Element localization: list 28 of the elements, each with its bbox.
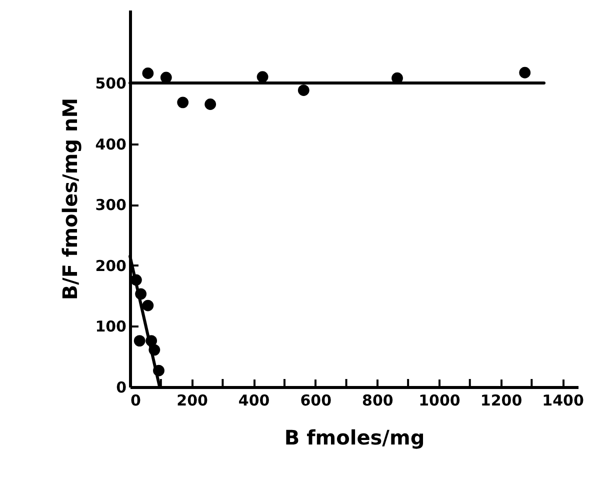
point [177, 96, 189, 108]
x-tick-label: 600 [300, 392, 332, 410]
point [153, 364, 164, 376]
point [519, 66, 531, 78]
y-tick-label: 200 [95, 256, 126, 275]
point [146, 335, 158, 346]
y-tick-label: 100 [95, 318, 126, 336]
x-tick-label: 800 [362, 392, 394, 410]
point [134, 335, 146, 346]
x-tick-label: 400 [238, 392, 270, 410]
x-tick-label: 0 [130, 392, 141, 410]
point [148, 344, 160, 356]
point [256, 71, 268, 83]
point [298, 84, 310, 96]
y-tick-label: 400 [95, 135, 126, 154]
point [142, 300, 154, 312]
x-axis-title: B fmoles/mg [284, 426, 425, 450]
x-tick-label: 1400 [542, 392, 584, 410]
point [204, 98, 216, 110]
x-tick-label: 1000 [418, 392, 460, 410]
y-tick-label: 300 [95, 196, 126, 214]
y-tick-label: 500 [95, 74, 126, 92]
x-tick-label: 200 [176, 392, 208, 410]
y-axis-title: B/F fmoles/mg nM [58, 98, 82, 300]
point [142, 68, 154, 79]
x-tick-label: 1200 [480, 392, 522, 410]
point [135, 288, 147, 300]
y-tick-label: 0 [116, 378, 126, 396]
